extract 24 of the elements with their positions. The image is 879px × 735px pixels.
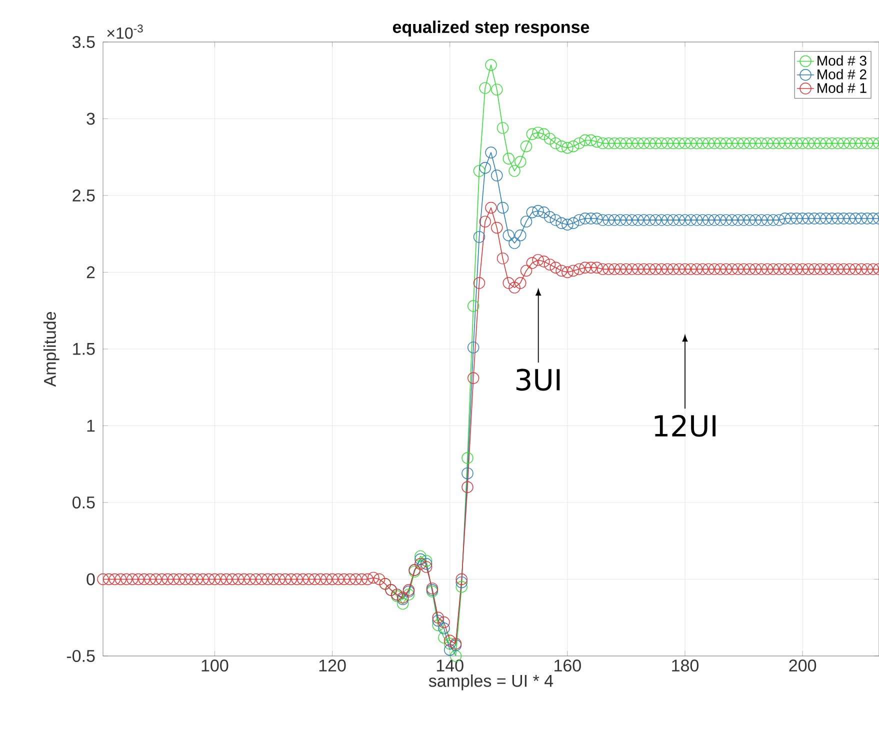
- annotation: 12UI: [654, 414, 716, 437]
- y-axis-title: Amplitude: [43, 312, 60, 387]
- x-tick-label: 160: [554, 660, 581, 672]
- x-tick-label: 180: [672, 660, 699, 672]
- text: ×10$^{-3}$: [107, 24, 143, 39]
- legend-label: Mod # 3: [818, 55, 866, 66]
- annotation: 3UI: [516, 368, 560, 391]
- chart-title: equalized step response: [392, 20, 590, 36]
- x-tick-label: 100: [202, 660, 228, 672]
- y-tick-label: 2: [86, 266, 95, 278]
- y-tick-label: 3.5: [72, 36, 95, 48]
- y-tick-label: 1: [87, 420, 95, 432]
- y-tick-label: 1.5: [73, 343, 95, 355]
- x-tick-label: 140: [436, 660, 464, 672]
- x-axis-title: samples = UI * 4: [428, 674, 554, 690]
- y-tick-label: 0.5: [72, 496, 95, 509]
- y-tick-label: 0: [86, 573, 95, 586]
- legend-label: Mod # 1: [818, 82, 866, 93]
- x-tick-label: 120: [319, 660, 346, 672]
- y-tick-label: 3: [86, 112, 95, 125]
- legend-label: Mod # 2: [818, 69, 866, 80]
- y-tick-label: 2.5: [72, 189, 95, 202]
- x-tick-label: 200: [789, 660, 816, 672]
- y-tick-label: -0.5: [66, 650, 95, 662]
